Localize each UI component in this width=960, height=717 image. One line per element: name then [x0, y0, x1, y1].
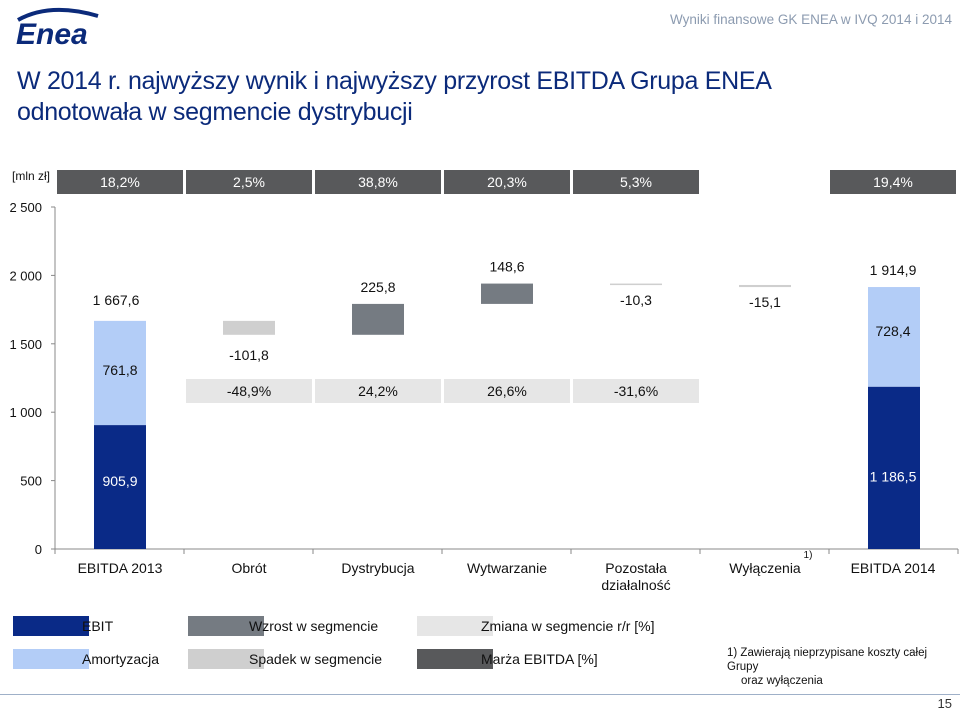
category-label: Obrót — [231, 560, 266, 576]
legend-label-ebit: EBIT — [82, 618, 114, 634]
footnote-marker: 1) — [804, 550, 813, 561]
bar-change-label: -101,8 — [229, 347, 269, 363]
ebitda-margin-label: 5,3% — [620, 174, 652, 190]
bar-change-label: 225,8 — [360, 279, 395, 295]
page-title-line2: odnotowała w segmencie dystrybucji — [17, 98, 413, 126]
bar-amortyzacja — [868, 287, 920, 387]
segment-change-box — [444, 379, 570, 403]
bar-change-label: -15,1 — [749, 294, 781, 310]
bar-ebit — [868, 386, 920, 549]
category-label: Pozostała — [605, 560, 667, 576]
category-label: EBITDA 2014 — [851, 560, 936, 576]
segment-change-box — [315, 379, 441, 403]
y-tick-label: 1 000 — [9, 405, 42, 420]
footnote-line1: 1) Zawierają nieprzypisane koszty całej … — [727, 647, 928, 673]
y-tick-label: 2 500 — [9, 200, 42, 215]
ebitda-margin-label: 20,3% — [487, 174, 527, 190]
enea-logo: Enea — [16, 7, 99, 50]
segment-change-box — [573, 379, 699, 403]
legend-swatch-wzrost — [188, 616, 264, 636]
segment-change-label: -31,6% — [614, 383, 658, 399]
page-title-line1: W 2014 r. najwyższy wynik i najwyższy pr… — [17, 67, 772, 95]
report-title: Wyniki finansowe GK ENEA w IVQ 2014 i 20… — [669, 12, 952, 27]
category-label: Wytwarzanie — [467, 560, 547, 576]
y-tick-label: 1 500 — [9, 337, 42, 352]
bar-amortyzacja-label: 728,4 — [875, 323, 910, 339]
footnote: 1) Zawierają nieprzypisane koszty całej … — [727, 646, 960, 688]
ebitda-margin-label: 18,2% — [100, 174, 140, 190]
ebitda-margin-label: 2,5% — [233, 174, 265, 190]
category-label: Dystrybucja — [341, 560, 414, 576]
ebitda-margin-box — [830, 170, 956, 194]
bar-change — [481, 283, 533, 304]
bar-ebit-label: 1 186,5 — [870, 469, 917, 485]
ebitda-margin-box — [444, 170, 570, 194]
bar-change-label: -10,3 — [620, 292, 652, 308]
segment-change-label: 24,2% — [358, 383, 398, 399]
bar-change — [739, 284, 791, 288]
bar-total-label: 1 667,6 — [93, 292, 140, 308]
legend-label-spadek: Spadek w segmencie — [249, 651, 383, 667]
bar-amortyzacja — [94, 320, 146, 426]
ebitda-margin-label: 38,8% — [358, 174, 398, 190]
y-tick-label: 2 000 — [9, 268, 42, 283]
ebitda-margin-box — [315, 170, 441, 194]
bar-change — [352, 303, 404, 335]
footnote-line2: oraz wyłączenia — [741, 675, 823, 687]
bar-change — [610, 283, 662, 286]
category-label: działalność — [601, 577, 670, 593]
bar-change-label: 148,6 — [489, 259, 524, 275]
segment-change-label: 26,6% — [487, 383, 527, 399]
category-label: EBITDA 2013 — [78, 560, 163, 576]
legend-swatch-ebit — [13, 616, 89, 636]
y-tick-label: 0 — [35, 542, 42, 557]
segment-change-label: -48,9% — [227, 383, 271, 399]
legend-label-amortyzacja: Amortyzacja — [82, 651, 160, 667]
legend-label-zmiana: Zmiana w segmencie r/r [%] — [481, 618, 655, 634]
legend-label-wzrost: Wzrost w segmencie — [249, 618, 379, 634]
category-label: Wyłączenia — [729, 560, 801, 576]
waterfall-chart: [mln zł] 0 500 1 000 1 500 2 000 2 500 18,2% 2,5… — [9, 169, 959, 593]
segment-change-box — [186, 379, 312, 403]
ebitda-margin-box — [57, 170, 183, 194]
page-title: W 2014 r. najwyższy wynik i najwyższy pr… — [17, 66, 917, 128]
legend-swatch-amortyzacja — [13, 649, 89, 669]
y-tick-label: 500 — [20, 474, 42, 489]
legend-swatch-spadek — [188, 649, 264, 669]
bar-ebit-label: 905,9 — [102, 473, 137, 489]
bar-change — [223, 320, 275, 335]
ebitda-margin-box — [186, 170, 312, 194]
bar-amortyzacja-label: 761,8 — [102, 362, 137, 378]
bar-total-label: 1 914,9 — [870, 262, 917, 278]
bar-ebit — [94, 425, 146, 549]
legend-swatch-marza — [417, 649, 493, 669]
page-number: 15 — [937, 696, 952, 711]
ebitda-margin-label: 19,4% — [873, 174, 913, 190]
bottom-divider — [0, 694, 960, 695]
legend-label-marza: Marża EBITDA [%] — [481, 651, 598, 667]
unit-label: [mln zł] — [12, 169, 50, 183]
logo-text: Enea — [16, 18, 88, 50]
legend-swatch-zmiana — [417, 616, 493, 636]
ebitda-margin-box — [573, 170, 699, 194]
